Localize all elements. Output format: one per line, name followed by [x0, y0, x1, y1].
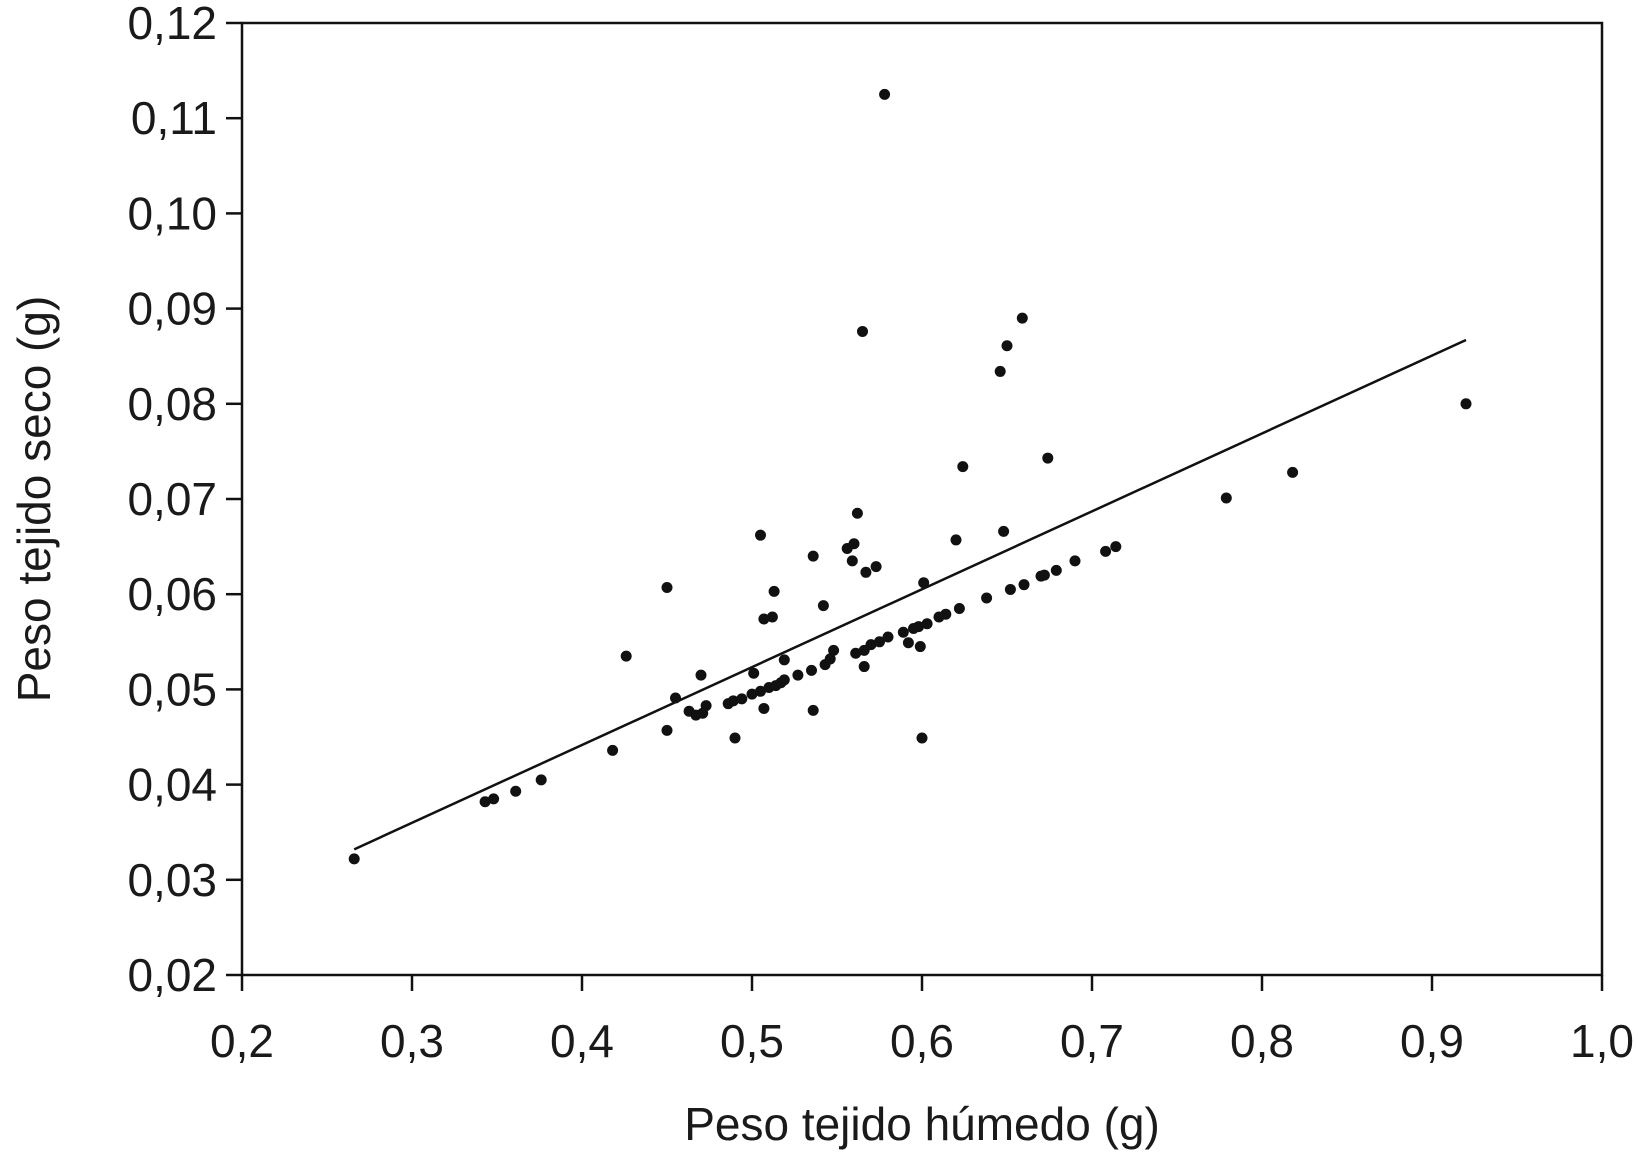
data-point: [510, 785, 522, 797]
data-point: [661, 582, 673, 594]
data-point: [778, 654, 790, 666]
y-tick-label: 0,10: [127, 187, 217, 239]
data-point: [792, 669, 804, 681]
data-point: [950, 534, 962, 546]
data-point: [1110, 541, 1122, 553]
data-point: [846, 555, 858, 567]
data-point: [879, 88, 891, 100]
data-point: [860, 566, 872, 578]
data-point: [850, 647, 862, 659]
data-point: [851, 507, 863, 519]
plot-frame: [240, 21, 1604, 977]
y-tick-label: 0,06: [127, 568, 217, 620]
data-point: [994, 365, 1006, 377]
data-point: [755, 529, 766, 541]
data-point: [746, 688, 758, 700]
data-point: [981, 592, 993, 604]
data-point: [670, 692, 681, 704]
data-point: [918, 577, 930, 589]
data-point: [874, 636, 885, 648]
data-point: [736, 693, 748, 705]
data-point: [806, 664, 817, 676]
data-point: [870, 561, 882, 573]
data-point: [858, 661, 870, 673]
data-point: [695, 669, 707, 681]
y-tick-label: 0,05: [127, 663, 217, 715]
data-point: [998, 525, 1010, 537]
data-point: [921, 618, 933, 630]
data-point: [848, 538, 860, 550]
data-point: [1050, 564, 1062, 576]
data-point: [817, 600, 829, 612]
y-tick-label: 0,08: [127, 378, 217, 430]
x-tick-label: 0,7: [1060, 1015, 1124, 1067]
data-point: [1016, 312, 1028, 324]
y-tick-label: 0,09: [127, 283, 217, 335]
data-point: [857, 325, 868, 337]
data-point: [807, 704, 819, 716]
x-tick-label: 0,8: [1230, 1015, 1294, 1067]
data-point: [957, 461, 969, 473]
data-point: [1220, 492, 1232, 504]
data-point: [807, 550, 819, 562]
data-points: [348, 88, 1472, 865]
data-point: [1069, 555, 1081, 567]
data-point: [953, 602, 965, 614]
data-point: [758, 613, 770, 625]
data-point: [1004, 583, 1016, 595]
data-point: [828, 644, 840, 656]
data-point: [535, 774, 547, 786]
data-point: [620, 650, 632, 662]
x-tick-label: 1,0: [1570, 1015, 1634, 1067]
x-tick-label: 0,9: [1400, 1015, 1464, 1067]
data-point: [768, 585, 780, 597]
data-point: [748, 667, 760, 679]
data-point: [755, 685, 766, 697]
data-point: [700, 700, 712, 712]
x-tick-label: 0,2: [210, 1015, 274, 1067]
y-tick-label: 0,03: [127, 854, 217, 906]
x-axis-ticks: 0,2 0,3 0,4 0,5 0,6 0,7 0,8 0,9 1,0: [210, 975, 1634, 1067]
y-axis-title: Peso tejido seco (g): [8, 296, 60, 703]
x-tick-label: 0,4: [550, 1015, 614, 1067]
data-point: [479, 796, 491, 808]
data-point: [914, 641, 926, 653]
data-point: [1018, 579, 1030, 591]
y-tick-label: 0,07: [127, 473, 217, 525]
data-point: [1038, 569, 1050, 581]
data-point: [902, 637, 914, 649]
y-axis-ticks: 0,02 0,03 0,04 0,05 0,06 0,07 0,08 0,09 0,10 0,11…: [127, 0, 242, 1001]
data-point: [488, 793, 500, 805]
data-point: [916, 732, 928, 744]
y-tick-label: 0,11: [131, 92, 217, 144]
x-tick-label: 0,6: [890, 1015, 954, 1067]
x-tick-label: 0,3: [380, 1015, 444, 1067]
data-point: [1100, 545, 1112, 557]
data-point: [661, 724, 673, 736]
x-axis-title: Peso tejido húmedo (g): [684, 1098, 1160, 1150]
data-point: [1001, 340, 1013, 352]
data-point: [348, 853, 360, 865]
data-point: [729, 732, 741, 744]
data-point: [865, 639, 877, 651]
data-point: [607, 744, 619, 756]
y-tick-label: 0,12: [127, 0, 217, 49]
data-point: [940, 608, 952, 620]
y-tick-label: 0,02: [127, 949, 217, 1001]
data-point: [1287, 466, 1299, 478]
y-tick-label: 0,04: [127, 759, 217, 811]
data-point: [1460, 398, 1472, 410]
data-point: [766, 611, 778, 623]
data-point: [727, 695, 739, 707]
regression-line: [353, 338, 1467, 851]
data-point: [897, 626, 909, 638]
data-point: [882, 631, 894, 643]
data-point: [778, 674, 790, 686]
data-point: [913, 621, 925, 633]
x-tick-label: 0,5: [720, 1015, 784, 1067]
data-point: [758, 702, 770, 714]
data-point: [1042, 452, 1054, 464]
data-point: [824, 653, 836, 665]
